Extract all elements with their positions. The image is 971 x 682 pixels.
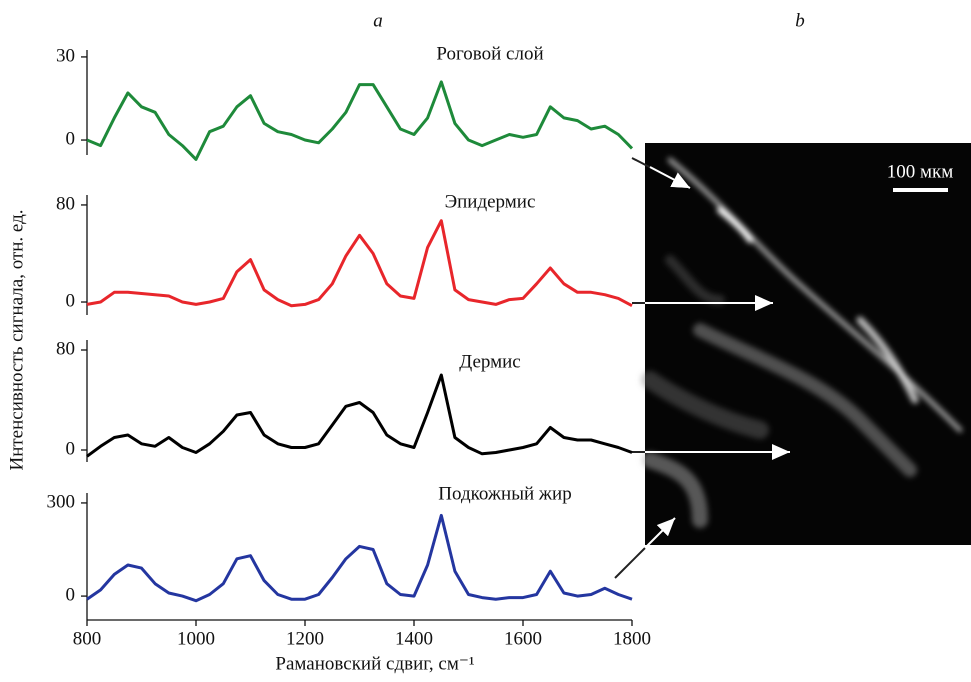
panel-title: Подкожный жир <box>438 483 571 504</box>
y-tick-label: 300 <box>47 491 76 512</box>
x-tick-label: 1000 <box>177 628 215 649</box>
y-tick-label: 0 <box>66 584 76 605</box>
panel-title: Эпидермис <box>445 191 536 212</box>
x-tick-label: 1400 <box>395 628 433 649</box>
spectrum-line <box>86 80 634 161</box>
arrows <box>614 157 790 579</box>
x-tick-label: 1200 <box>286 628 324 649</box>
spectrum-line <box>86 373 633 458</box>
x-tick-label: 1600 <box>504 628 542 649</box>
x-tick-label: 1800 <box>613 628 651 649</box>
y-tick-label: 0 <box>66 128 76 149</box>
y-tick-label: 80 <box>56 338 75 359</box>
panel-title: Дермис <box>459 351 520 372</box>
y-tick-label: 30 <box>56 45 75 66</box>
panel-title: Роговой слой <box>436 43 543 64</box>
x-tick-label: 800 <box>73 628 102 649</box>
y-tick-label: 0 <box>66 290 76 311</box>
panel-label: b <box>795 10 805 31</box>
spectrum-line <box>86 513 633 603</box>
spectrum-line <box>86 219 633 308</box>
y-tick-label: 80 <box>56 193 75 214</box>
scale-label: 100 мкм <box>887 161 954 182</box>
y-tick-label: 0 <box>66 438 76 459</box>
y-axis-label: Интенсивность сигнала, отн. ед. <box>6 209 27 470</box>
x-axis-label: Рамановский сдвиг, см⁻¹ <box>275 653 474 674</box>
panel-label: a <box>373 10 383 31</box>
micrograph: 100 мкм <box>641 143 971 545</box>
